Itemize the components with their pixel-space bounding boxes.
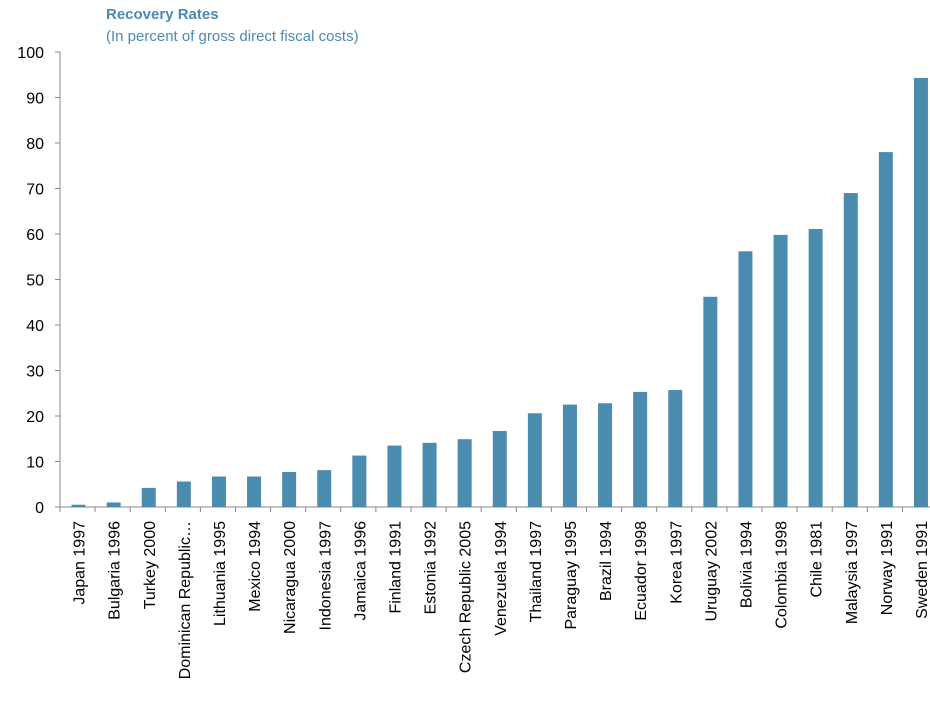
category-label: Uruguay 2002 [703,521,720,622]
chart-subtitle: (In percent of gross direct fiscal costs… [106,28,359,45]
y-tick-label: 100 [17,45,44,62]
y-tick-label: 80 [26,136,44,153]
bar [843,193,858,508]
bar [422,442,437,507]
y-tick-label: 40 [26,318,44,335]
bar [668,390,683,507]
y-tick-label: 50 [26,273,44,290]
category-labels: Japan 1997 Bulgaria 1996 Turkey 2000 Domini… [72,521,930,679]
category-label: Brazil 1994 [598,521,615,601]
bar [773,234,788,507]
bar [387,445,402,507]
category-label: Thailand 1997 [528,521,545,623]
bar [106,502,121,507]
bar [808,228,823,507]
y-tick-label: 30 [26,364,44,381]
category-label: Czech Republic 2005 [458,521,475,673]
category-label: Jamaica 1996 [352,521,369,621]
bar [141,487,156,507]
bar [703,296,718,507]
bars [71,77,928,508]
bar [562,404,577,507]
category-label: Chile 1981 [809,521,826,598]
bar [633,391,648,507]
category-label: Mexico 1994 [247,521,264,612]
bar [176,481,191,507]
category-label: Dominican Republic… [177,521,194,679]
category-label: Turkey 2000 [142,521,159,609]
category-label: Nicaragua 2000 [282,521,299,634]
bar [71,504,86,507]
category-label: Indonesia 1997 [317,521,334,631]
chart-title: Recovery Rates [106,6,219,23]
category-label: Colombia 1998 [774,521,791,629]
category-label: Malaysia 1997 [844,521,861,624]
category-label: Norway 1991 [879,521,896,615]
bar [247,476,262,507]
bar [738,251,753,507]
x-axis [59,506,930,512]
bar [457,439,472,507]
category-label: Estonia 1992 [423,521,440,615]
category-label: Venezuela 1994 [493,521,510,636]
y-tick-label: 10 [26,455,44,472]
bar [282,471,297,507]
y-axis: 0 10 20 30 40 50 60 70 80 90 100 [17,45,61,517]
category-label: Korea 1997 [668,521,685,604]
bar [492,431,507,507]
category-label: Finland 1991 [387,521,404,614]
category-label: Sweden 1991 [914,521,930,619]
category-label: Bolivia 1994 [738,521,755,608]
category-label: Bulgaria 1996 [107,521,124,620]
bar [211,476,226,507]
y-tick-label: 20 [26,409,44,426]
y-tick-label: 0 [35,500,44,517]
y-tick-label: 60 [26,227,44,244]
y-tick-label: 70 [26,182,44,199]
bar [878,152,893,507]
bar [352,455,367,507]
category-label: Paraguay 1995 [563,521,580,630]
category-label: Ecuador 1998 [633,521,650,621]
bar [598,403,613,507]
category-label: Lithuania 1995 [212,521,229,626]
category-label: Japan 1997 [72,521,89,605]
bar [317,470,332,507]
bar [913,77,928,507]
y-tick-label: 90 [26,91,44,108]
bar [527,413,542,507]
